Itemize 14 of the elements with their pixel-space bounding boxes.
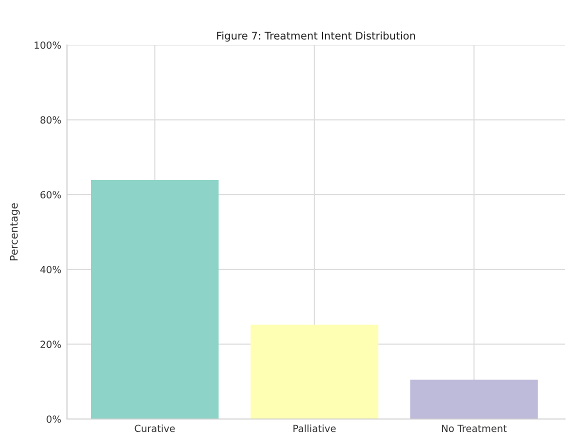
x-tick-label: Palliative xyxy=(294,424,336,432)
y-axis-title: Percentage xyxy=(10,203,20,260)
x-tick-label: No Treatment xyxy=(442,424,507,432)
y-tick-label: 20% xyxy=(40,340,61,348)
chart-title: Figure 7: Treatment Intent Distribution xyxy=(217,32,416,42)
bar xyxy=(410,380,538,419)
y-tick-label: 60% xyxy=(40,191,61,198)
bar xyxy=(90,180,219,419)
x-tick-label: Curative xyxy=(134,424,175,432)
y-tick-label: 0% xyxy=(46,415,61,423)
y-tick-label: 40% xyxy=(40,266,61,274)
y-tick-label: 80% xyxy=(40,116,61,124)
y-tick-label: 100% xyxy=(34,41,61,49)
bar xyxy=(250,324,378,419)
